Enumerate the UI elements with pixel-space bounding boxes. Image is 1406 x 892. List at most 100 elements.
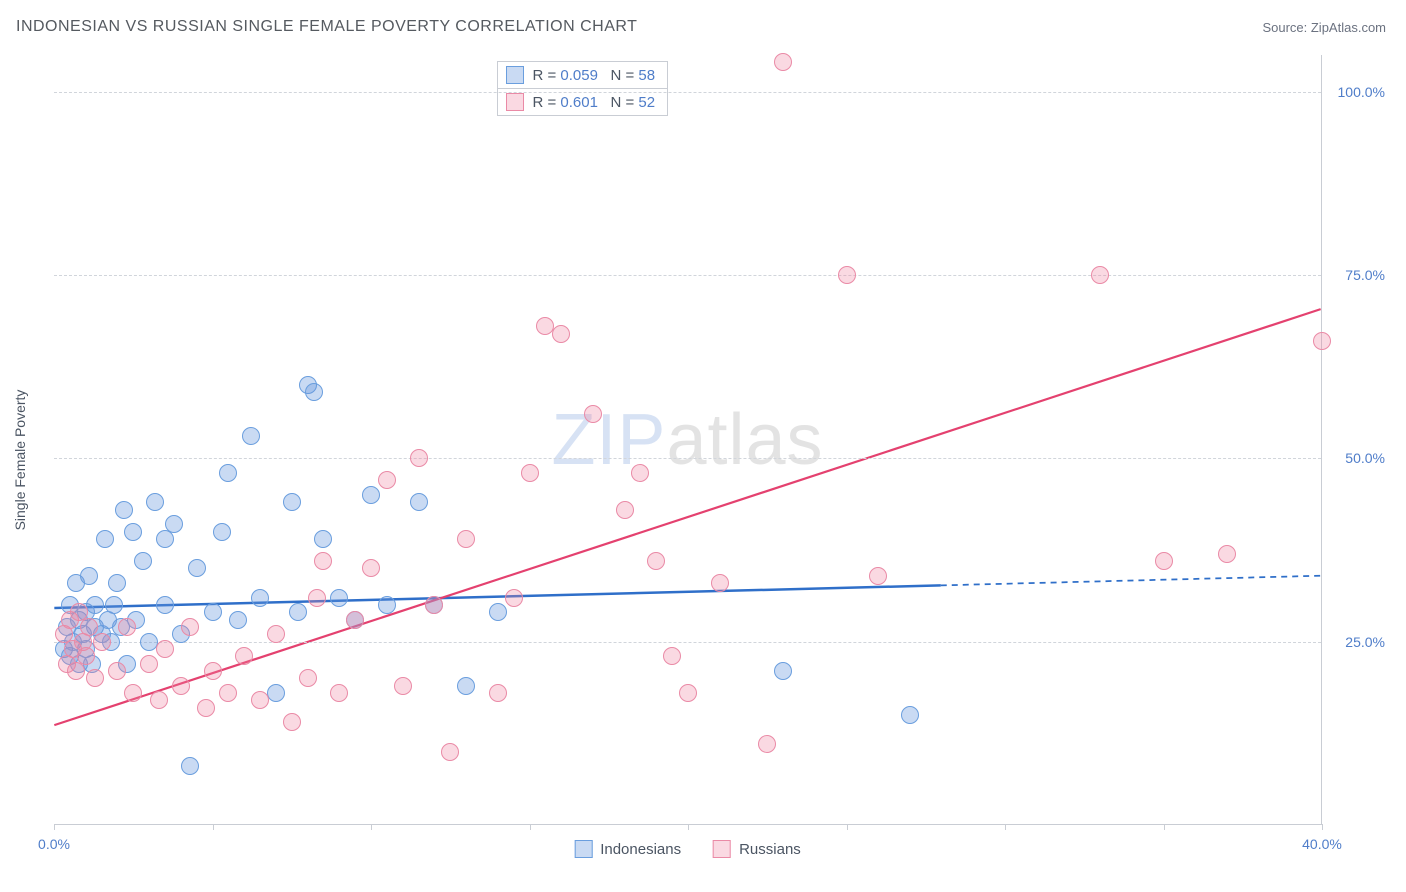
legend-swatch <box>574 840 592 858</box>
data-point <box>758 735 776 753</box>
x-tick <box>371 824 372 830</box>
data-point <box>305 383 323 401</box>
stat-legend-row: R = 0.059 N = 58 <box>498 62 667 88</box>
legend-swatch <box>506 93 524 111</box>
data-point <box>647 552 665 570</box>
data-point <box>80 567 98 585</box>
data-point <box>181 618 199 636</box>
data-point <box>584 405 602 423</box>
data-point <box>616 501 634 519</box>
y-axis-label: Single Female Poverty <box>12 390 28 531</box>
x-tick <box>688 824 689 830</box>
data-point <box>425 596 443 614</box>
data-point <box>146 493 164 511</box>
y-tick-label: 50.0% <box>1327 450 1385 466</box>
footer-legend-label: Indonesians <box>600 841 681 858</box>
data-point <box>774 53 792 71</box>
data-point <box>711 574 729 592</box>
gridline <box>54 642 1321 643</box>
data-point <box>330 589 348 607</box>
data-point <box>378 471 396 489</box>
trendline-dashed <box>941 576 1321 586</box>
data-point <box>108 662 126 680</box>
data-point <box>552 325 570 343</box>
stat-legend: R = 0.059 N = 58 R = 0.601 N = 52 <box>497 61 668 116</box>
data-point <box>150 691 168 709</box>
data-point <box>77 647 95 665</box>
data-point <box>283 493 301 511</box>
data-point <box>86 596 104 614</box>
gridline <box>54 458 1321 459</box>
x-tick <box>1164 824 1165 830</box>
data-point <box>188 559 206 577</box>
data-point <box>251 589 269 607</box>
data-point <box>631 464 649 482</box>
data-point <box>118 618 136 636</box>
y-tick-label: 75.0% <box>1327 267 1385 283</box>
data-point <box>869 567 887 585</box>
x-tick <box>54 824 55 830</box>
data-point <box>330 684 348 702</box>
x-tick <box>213 824 214 830</box>
data-point <box>362 559 380 577</box>
data-point <box>267 625 285 643</box>
data-point <box>251 691 269 709</box>
data-point <box>663 647 681 665</box>
source-label: Source: ZipAtlas.com <box>1262 20 1386 35</box>
data-point <box>1218 545 1236 563</box>
data-point <box>410 449 428 467</box>
data-point <box>93 633 111 651</box>
data-point <box>308 589 326 607</box>
data-point <box>219 684 237 702</box>
footer-legend-label: Russians <box>739 841 801 858</box>
y-tick-label: 25.0% <box>1327 634 1385 650</box>
data-point <box>441 743 459 761</box>
data-point <box>140 655 158 673</box>
data-point <box>165 515 183 533</box>
footer-legend: Indonesians Russians <box>574 840 801 858</box>
data-point <box>457 530 475 548</box>
data-point <box>1313 332 1331 350</box>
data-point <box>219 464 237 482</box>
gridline <box>54 92 1321 93</box>
footer-legend-item: Indonesians <box>574 840 681 858</box>
data-point <box>521 464 539 482</box>
data-point <box>204 603 222 621</box>
data-point <box>242 427 260 445</box>
data-point <box>457 677 475 695</box>
data-point <box>134 552 152 570</box>
data-point <box>346 611 364 629</box>
stat-legend-text: R = 0.059 N = 58 <box>532 67 655 84</box>
data-point <box>156 640 174 658</box>
x-tick <box>530 824 531 830</box>
data-point <box>197 699 215 717</box>
data-point <box>80 618 98 636</box>
data-point <box>410 493 428 511</box>
data-point <box>1091 266 1109 284</box>
x-tick <box>1322 824 1323 830</box>
legend-swatch <box>713 840 731 858</box>
data-point <box>378 596 396 614</box>
x-tick <box>847 824 848 830</box>
data-point <box>679 684 697 702</box>
data-point <box>314 530 332 548</box>
data-point <box>314 552 332 570</box>
legend-swatch <box>506 66 524 84</box>
data-point <box>115 501 133 519</box>
data-point <box>774 662 792 680</box>
x-tick <box>1005 824 1006 830</box>
data-point <box>213 523 231 541</box>
data-point <box>267 684 285 702</box>
data-point <box>124 684 142 702</box>
y-tick-label: 100.0% <box>1327 84 1385 100</box>
data-point <box>235 647 253 665</box>
data-point <box>283 713 301 731</box>
stat-legend-text: R = 0.601 N = 52 <box>532 94 655 111</box>
data-point <box>489 603 507 621</box>
x-tick-label: 40.0% <box>1302 836 1342 852</box>
data-point <box>204 662 222 680</box>
data-point <box>505 589 523 607</box>
data-point <box>86 669 104 687</box>
data-point <box>105 596 123 614</box>
data-point <box>96 530 114 548</box>
